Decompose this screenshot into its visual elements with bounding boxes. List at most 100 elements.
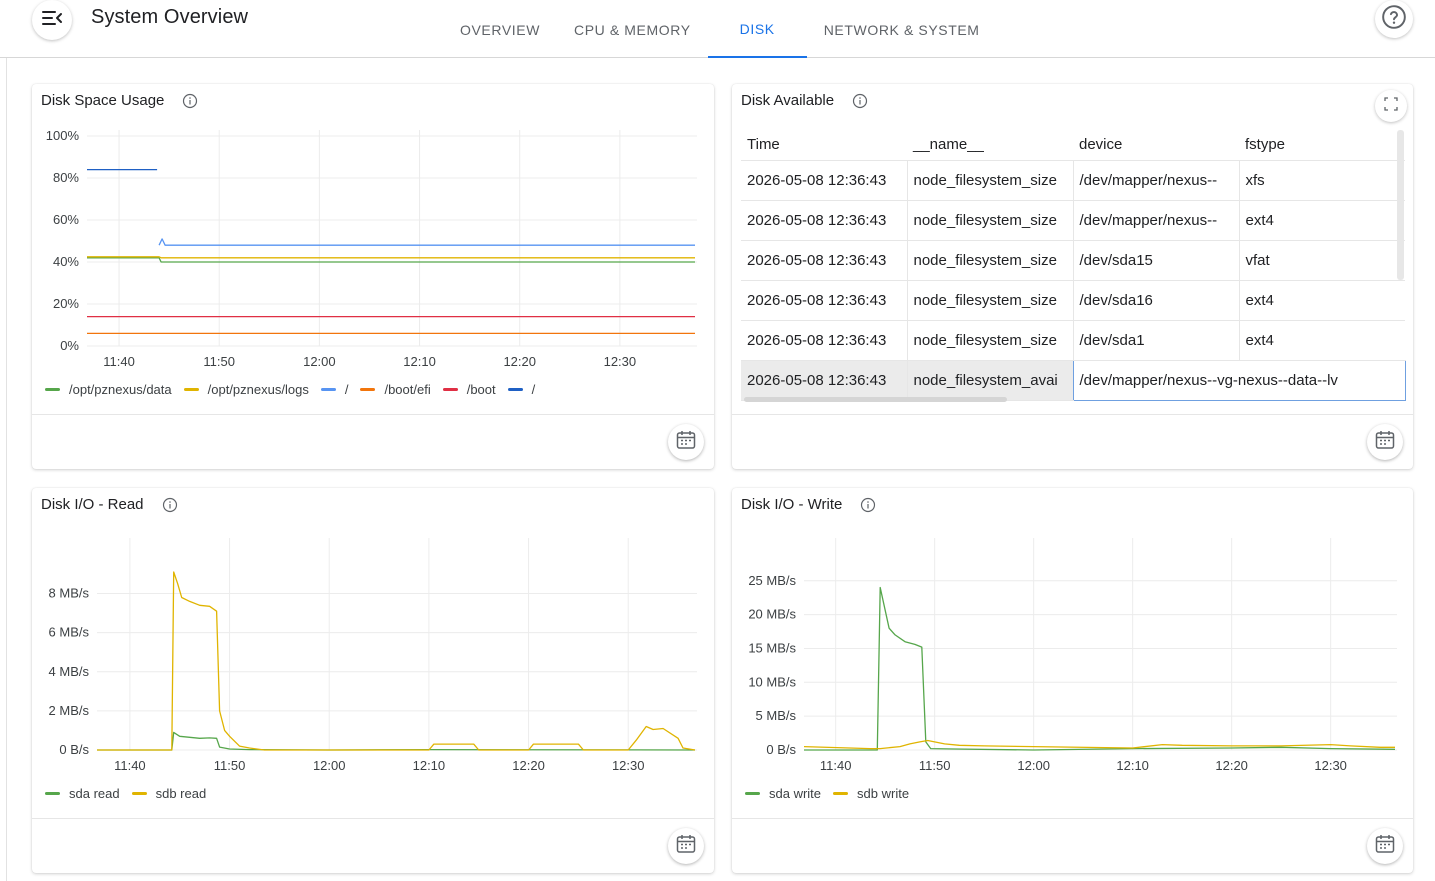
table-cell-time[interactable]: 2026-05-08 12:36:43 — [741, 240, 907, 281]
fullscreen-button[interactable] — [1375, 90, 1407, 122]
legend-item[interactable]: sda write — [745, 786, 821, 801]
table-header-row: Time __name__ device fstype — [741, 130, 1405, 161]
legend-label: sdb read — [155, 786, 207, 801]
table-horizontal-scrollbar[interactable] — [744, 397, 1007, 402]
divider — [32, 818, 714, 819]
x-tick-label: 11:40 — [820, 758, 852, 773]
tab-network-system[interactable]: NETWORK & SYSTEM — [823, 22, 980, 38]
panel-title-text: Disk I/O - Write — [741, 496, 843, 513]
panel-disk-space-usage: Disk Space Usage 11:40 11:50 12:00 12:10 12:… — [32, 84, 714, 469]
panel-title: Disk Available — [741, 92, 868, 109]
column-header-time[interactable]: Time — [741, 130, 907, 161]
table-row[interactable]: 2026-05-08 12:36:43 node_filesystem_size /… — [741, 320, 1405, 361]
disk-read-chart: 11:40 11:50 12:00 12:10 12:20 12:30 0 B/s 2 MB/… — [49, 538, 697, 773]
tab-overview[interactable]: OVERVIEW — [460, 22, 541, 38]
time-range-button[interactable] — [1367, 828, 1403, 864]
legend-item[interactable]: /opt/pznexus/data — [45, 382, 172, 397]
time-range-button[interactable] — [1367, 424, 1403, 460]
table-cell-device[interactable]: /dev/sda15 — [1072, 240, 1239, 281]
table-cell-time[interactable]: 2026-05-08 12:36:43 — [741, 200, 907, 241]
legend-item[interactable]: /boot/efi — [360, 382, 431, 397]
chart-legend: /opt/pznexus/data/opt/pznexus/logs / /boot… — [45, 382, 547, 397]
table-cell-fstype[interactable]: vfat — [1238, 240, 1405, 281]
legend-item[interactable]: / — [507, 382, 535, 397]
info-icon[interactable] — [852, 93, 868, 109]
legend-swatch — [183, 388, 199, 391]
table-row[interactable]: 2026-05-08 12:36:43 node_filesystem_size /… — [741, 240, 1405, 281]
series-line — [158, 238, 695, 246]
panel-title-text: Disk Space Usage — [41, 92, 165, 109]
tab-disk[interactable]: DISK — [707, 0, 807, 58]
table-cell-device[interactable]: /dev/sda16 — [1072, 280, 1239, 321]
y-tick-label: 10 MB/s — [748, 674, 796, 689]
table-cell-time[interactable]: 2026-05-08 12:36:43 — [741, 360, 907, 401]
table-cell-device[interactable]: /dev/sda1 — [1072, 320, 1239, 361]
table-cell-fstype[interactable]: ext4 — [1238, 200, 1405, 241]
x-tick-label: 12:00 — [1017, 758, 1050, 773]
column-header-fstype[interactable]: fstype — [1239, 130, 1405, 161]
disk-space-chart: 11:40 11:50 12:00 12:10 12:20 12:30 0% 20% 40% 60… — [46, 128, 697, 369]
legend-item[interactable]: sdb write — [833, 786, 909, 801]
legend-item[interactable]: / — [320, 382, 348, 397]
column-header-name[interactable]: __name__ — [907, 130, 1073, 161]
fullscreen-icon — [1384, 96, 1398, 116]
table-cell-time[interactable]: 2026-05-08 12:36:43 — [741, 160, 907, 201]
table-row[interactable]: 2026-05-08 12:36:43 node_filesystem_size /… — [741, 200, 1405, 241]
legend-label: sdb write — [857, 786, 910, 801]
x-tick-label: 12:20 — [1215, 758, 1248, 773]
table-cell-name[interactable]: node_filesystem_size — [906, 200, 1073, 241]
series-line — [87, 256, 695, 259]
divider — [732, 414, 1413, 415]
y-tick-label: 60% — [53, 212, 79, 227]
series-line — [97, 731, 696, 751]
panel-title-text: Disk I/O - Read — [41, 496, 144, 513]
x-tick-label: 12:30 — [1314, 758, 1347, 773]
chart-legend: sda read sdb read — [45, 786, 218, 801]
legend-swatch — [131, 792, 147, 795]
panel-title-text: Disk Available — [741, 92, 835, 109]
table-cell-device[interactable]: /dev/mapper/nexus-- — [1072, 200, 1239, 241]
table-cell-device[interactable]: /dev/mapper/nexus-- — [1072, 160, 1239, 201]
info-icon[interactable] — [182, 93, 198, 109]
table-cell-name[interactable]: node_filesystem_size — [906, 320, 1073, 361]
legend-item[interactable]: /opt/pznexus/logs — [183, 382, 309, 397]
table-cell-device[interactable]: /dev/mapper/nexus--vg-nexus--data--lv — [1072, 359, 1406, 401]
legend-item[interactable]: sda read — [45, 786, 120, 801]
y-tick-label: 8 MB/s — [49, 586, 90, 601]
y-tick-label: 20% — [53, 296, 79, 311]
tab-cpu-memory[interactable]: CPU & MEMORY — [574, 22, 691, 38]
time-range-button[interactable] — [668, 424, 704, 460]
menu-toggle-button[interactable] — [32, 0, 72, 40]
table-cell-name[interactable]: node_filesystem_size — [906, 160, 1073, 201]
table-row[interactable]: 2026-05-08 12:36:43 node_filesystem_avai /… — [741, 359, 1406, 401]
legend-item[interactable]: /boot — [442, 382, 496, 397]
x-tick-label: 12:10 — [403, 354, 436, 369]
x-tick-label: 11:50 — [203, 354, 235, 369]
divider — [32, 414, 714, 415]
table-vertical-scrollbar[interactable] — [1397, 130, 1404, 280]
x-tick-label: 11:40 — [103, 354, 135, 369]
x-tick-label: 11:40 — [114, 758, 146, 773]
info-icon[interactable] — [860, 497, 876, 513]
table-cell-time[interactable]: 2026-05-08 12:36:43 — [741, 280, 907, 321]
x-tick-label: 12:30 — [612, 758, 645, 773]
table-cell-name[interactable]: node_filesystem_size — [906, 240, 1073, 281]
table-cell-name[interactable]: node_filesystem_size — [906, 280, 1073, 321]
table-cell-name[interactable]: node_filesystem_avai — [906, 360, 1073, 401]
legend-swatch — [45, 792, 60, 795]
help-button[interactable] — [1375, 0, 1413, 38]
table-row[interactable]: 2026-05-08 12:36:43 node_filesystem_size /… — [741, 160, 1405, 201]
info-icon[interactable] — [162, 497, 178, 513]
table-row[interactable]: 2026-05-08 12:36:43 node_filesystem_size /… — [741, 280, 1405, 321]
table-cell-time[interactable]: 2026-05-08 12:36:43 — [741, 320, 907, 361]
x-tick-label: 12:20 — [503, 354, 536, 369]
series-line — [97, 571, 696, 751]
table-cell-fstype[interactable]: ext4 — [1238, 280, 1405, 321]
time-range-button[interactable] — [668, 828, 704, 864]
legend-item[interactable]: sdb read — [131, 786, 207, 801]
legend-swatch — [45, 388, 60, 391]
table-cell-fstype[interactable]: ext4 — [1238, 320, 1405, 361]
column-header-device[interactable]: device — [1073, 130, 1239, 161]
help-circle-icon — [1381, 4, 1407, 35]
table-cell-fstype[interactable]: xfs — [1238, 160, 1405, 201]
